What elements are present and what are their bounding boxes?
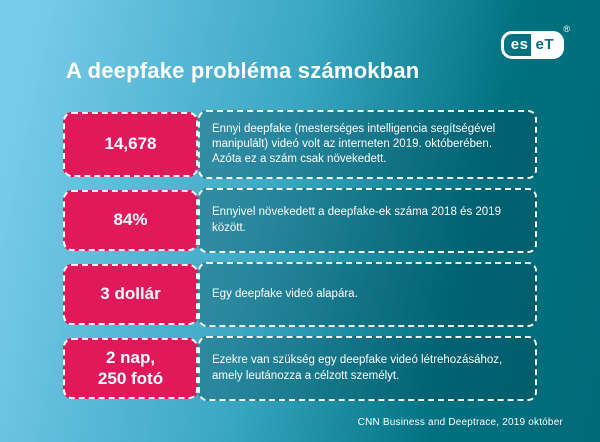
registered-trademark-icon: ® <box>563 24 570 34</box>
eset-logo-es-text: es <box>510 36 529 53</box>
stat-row-deepfake-count: 14,678 Ennyi deepfake (mesterséges intel… <box>63 110 537 179</box>
source-attribution: CNN Business and Deeptrace, 2019 október <box>357 417 563 428</box>
stat-description: Ennyivel növekedett a deepfake-ek száma … <box>198 188 537 253</box>
stat-rows: 14,678 Ennyi deepfake (mesterséges intel… <box>63 110 537 410</box>
stat-description: Ezekre van szükség egy deepfake videó lé… <box>198 336 537 401</box>
stat-row-creation-effort: 2 nap, 250 fotó Ezekre van szükség egy d… <box>63 336 537 401</box>
stat-value: 14,678 <box>63 112 198 177</box>
stat-description: Egy deepfake videó alapára. <box>198 262 537 327</box>
stat-value: 84% <box>63 190 198 251</box>
stat-value: 3 dollár <box>63 264 198 325</box>
stat-row-price: 3 dollár Egy deepfake videó alapára. <box>63 262 537 327</box>
stat-value: 2 nap, 250 fotó <box>63 338 198 399</box>
page-title: A deepfake probléma számokban <box>66 58 420 83</box>
eset-logo: es eT ® <box>500 25 570 59</box>
eset-logo-et-text: eT <box>531 34 561 56</box>
stat-description: Ennyi deepfake (mesterséges intelligenci… <box>198 110 537 179</box>
stat-row-growth-percent: 84% Ennyivel növekedett a deepfake-ek sz… <box>63 188 537 253</box>
